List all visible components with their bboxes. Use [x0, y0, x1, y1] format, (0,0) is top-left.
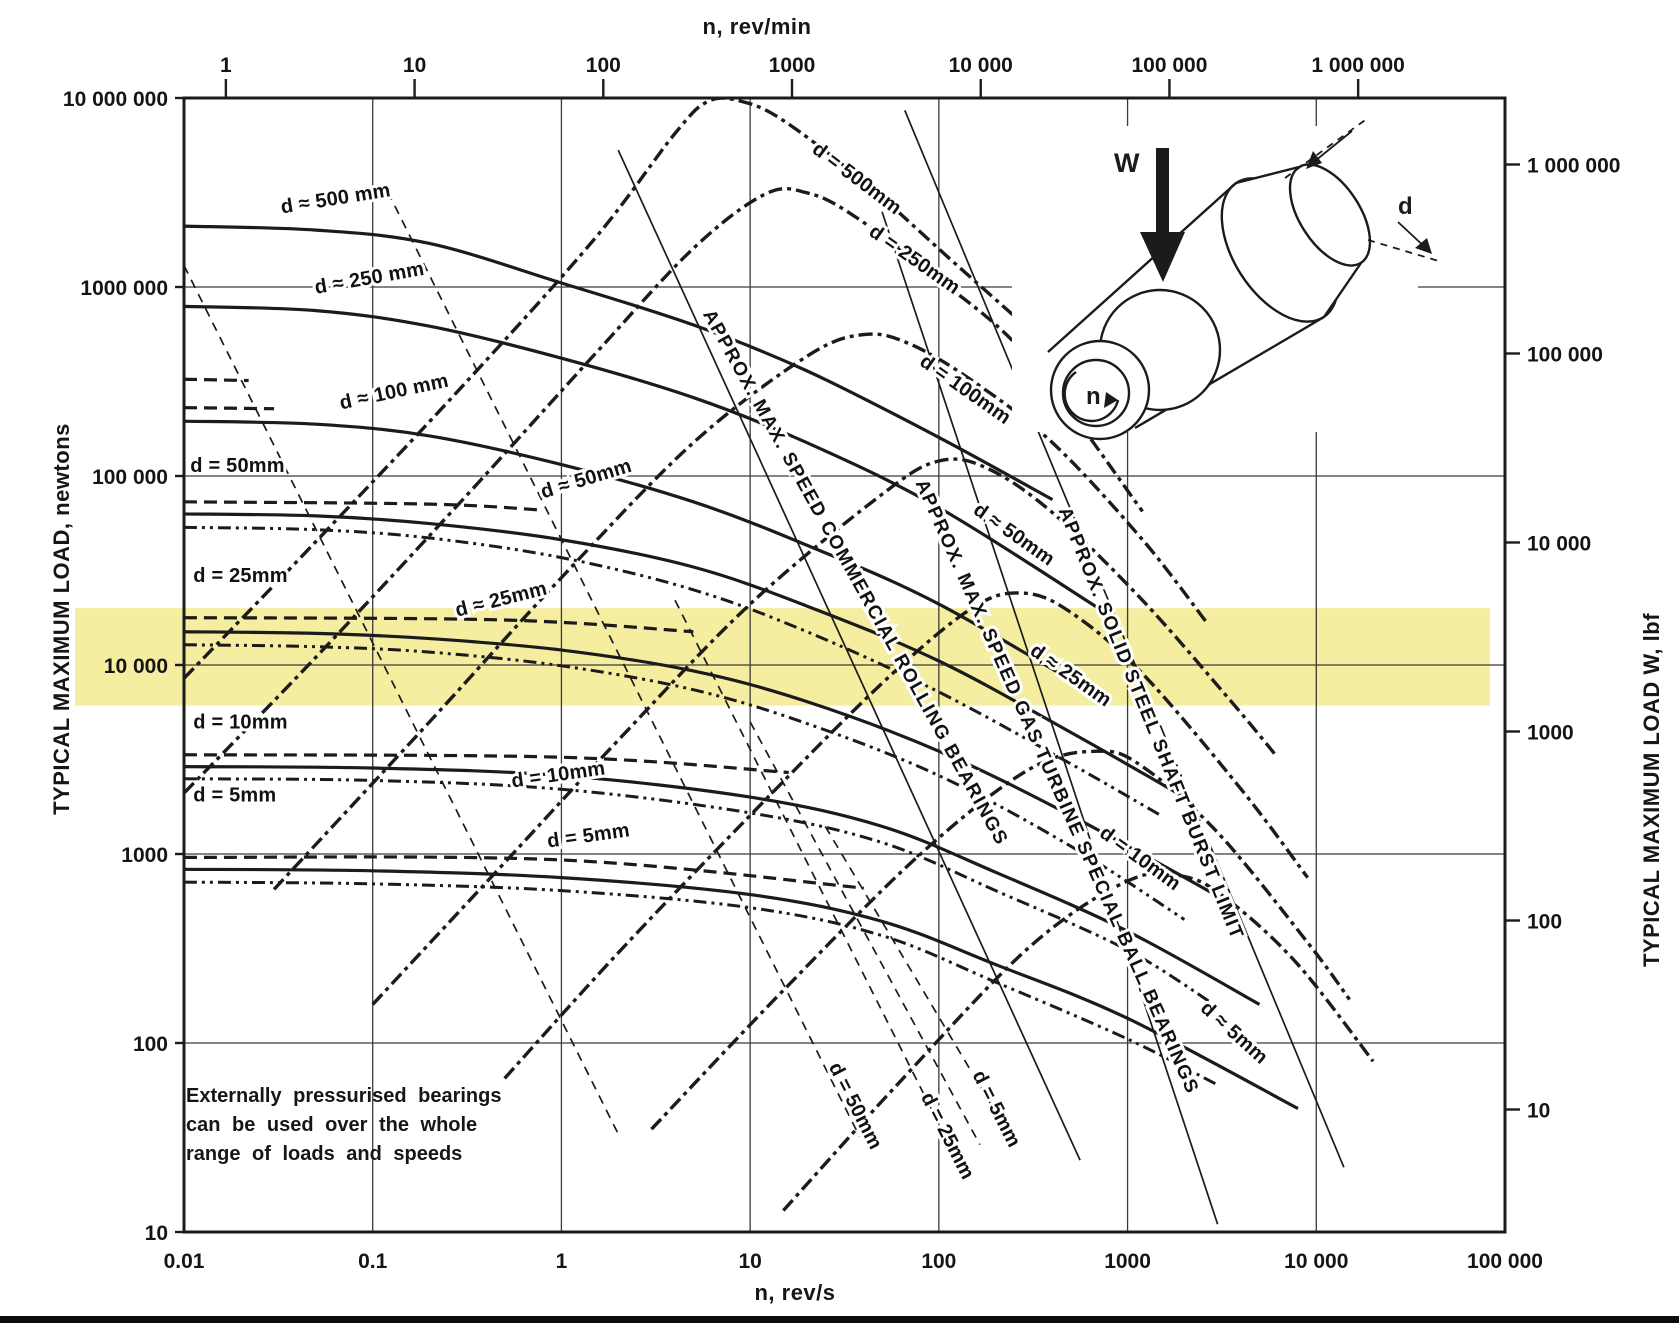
tick-label-x-bottom: 0.1 — [358, 1250, 388, 1273]
edge-label-d5mm: d = 5mm — [193, 784, 276, 806]
curve-d50-dashdotdot — [183, 525, 1162, 817]
curve-limit-dashed-d25 — [674, 599, 955, 1154]
note-line: Externally pressurised bearings — [186, 1085, 502, 1107]
curve-d250-dashed-stub — [183, 377, 249, 383]
curve-limit-dashed-d5 — [824, 825, 1008, 1132]
rotation-speed-label: n — [1086, 383, 1101, 410]
label-limit-dashed-d25: d = 25mm — [916, 1089, 978, 1183]
tick-label-x-bottom: 1 — [556, 1250, 568, 1273]
curve-d50-dashed — [183, 500, 544, 512]
tick-label-y-left: 100 000 — [92, 466, 168, 489]
shaft-inset-diagram: n W d — [1012, 117, 1443, 441]
curve-d250-oilfilm-arc — [183, 186, 1144, 795]
curve-limit-shaft-burst — [904, 110, 1345, 1168]
curve-d500-oilfilm-arc — [183, 97, 1100, 680]
label-limit-dashed-d5: d = 5mm — [968, 1067, 1025, 1151]
tick-label-y-left: 10 000 000 — [63, 88, 168, 111]
label-limit-gas-turbine: APPROX. MAX. SPEED GAS TURBINE SPECIAL B… — [911, 476, 1203, 1097]
highlight-band — [75, 608, 1490, 706]
curve-d5-oilfilm-arc — [782, 871, 1375, 1212]
tick-label-x-top: 1000 — [769, 54, 816, 77]
tick-label-x-bottom: 0.01 — [164, 1250, 205, 1273]
tick-label-x-bottom: 10 — [738, 1250, 761, 1273]
label-d5-solid: d = 5mm — [546, 819, 631, 852]
label-d100-oilfilm-arc: d = 100mm — [916, 350, 1015, 429]
curve-d25-dashed — [183, 616, 694, 634]
tick-label-y-left: 1000 000 — [80, 277, 168, 300]
footer-bar — [0, 1316, 1679, 1323]
tick-label-x-top: 10 — [403, 54, 426, 77]
edge-label-d10mm: d = 10mm — [193, 712, 287, 734]
rotation-arrow — [1063, 371, 1120, 423]
curve-d50-solid — [183, 512, 1186, 799]
curve-d10-dashed — [183, 753, 789, 775]
curve-d10-dashdotdot — [183, 777, 1219, 1009]
curve-d5-dashed — [183, 855, 864, 890]
note-line: can be used over the whole — [186, 1114, 478, 1136]
curve-d100-oilfilm-arc — [272, 332, 1208, 891]
tick-label-x-bottom: 1000 — [1104, 1250, 1151, 1273]
curve-d10-solid — [183, 765, 1261, 1006]
tick-label-x-bottom: 10 000 — [1284, 1250, 1348, 1273]
label-d10-solid: d = 10mm — [510, 757, 607, 792]
curve-d100-dashed — [183, 406, 275, 411]
tick-label-y-right: 100 — [1527, 910, 1562, 933]
curve-limit-rolling-bearings — [617, 149, 1081, 1161]
x-axis-bottom-title: n, rev/s — [754, 1280, 836, 1305]
curve-d25-solid — [183, 630, 1219, 898]
tick-label-x-bottom: 100 — [921, 1250, 956, 1273]
curve-d100-solid — [183, 419, 1111, 705]
tick-label-y-left: 10 000 — [104, 655, 168, 678]
diameter-dimension: d — [1284, 117, 1443, 263]
tick-label-y-right: 1000 — [1527, 721, 1574, 744]
load-arrow — [1140, 148, 1185, 282]
label-d250-solid: d ≈ 250 mm — [313, 258, 426, 299]
label-d100-solid: d ≈ 100 mm — [338, 370, 451, 415]
tick-label-y-left: 10 — [145, 1222, 168, 1245]
curve-d250-solid — [183, 304, 1100, 610]
externally-pressurised-note: Externally pressurised bearings can be u… — [186, 1082, 546, 1169]
tick-label-x-top: 1 000 000 — [1311, 54, 1404, 77]
curve-limit-gas-turbine — [881, 211, 1219, 1225]
tick-label-x-top: 10 000 — [949, 54, 1013, 77]
edge-label-d25mm: d = 25mm — [193, 565, 287, 587]
curve-d50-oilfilm-arc — [371, 457, 1276, 1006]
journal-inner — [1061, 358, 1131, 428]
diameter-label: d — [1398, 193, 1413, 220]
label-d500-oilfilm-arc: d = 500mm — [808, 138, 906, 219]
edge-label-d50mm: d = 50mm — [190, 455, 284, 477]
curve-d25-dashdotdot — [183, 643, 1186, 921]
curve-limit-dashed-d100 — [183, 265, 619, 1135]
x-axis-top-title: n, rev/min — [702, 14, 812, 39]
curve-limit-dashed-d10 — [749, 721, 981, 1146]
tick-label-x-top: 1 — [220, 54, 232, 77]
curve-d25-oilfilm-arc — [503, 591, 1310, 1080]
curve-d5-solid — [183, 867, 1299, 1110]
tick-label-y-right: 10 000 — [1527, 532, 1591, 555]
tick-label-y-right: 10 — [1527, 1099, 1550, 1122]
curve-d10-oilfilm-arc — [650, 749, 1351, 1131]
tick-label-x-top: 100 000 — [1131, 54, 1207, 77]
tick-label-x-bottom: 100 000 — [1467, 1250, 1543, 1273]
load-label: W — [1114, 148, 1140, 178]
tick-label-y-right: 100 000 — [1527, 343, 1603, 366]
tick-label-y-left: 100 — [133, 1033, 168, 1056]
curve-d5-dashdotdot — [183, 880, 1219, 1087]
tick-label-x-top: 100 — [586, 54, 621, 77]
tick-label-y-right: 1 000 000 — [1527, 154, 1620, 177]
curve-limit-dashed-d50 — [386, 191, 861, 1137]
tick-label-y-left: 1000 — [121, 844, 168, 867]
note-line: range of loads and speeds — [186, 1143, 463, 1165]
label-d500-solid: d ≈ 500 mm — [279, 179, 392, 218]
